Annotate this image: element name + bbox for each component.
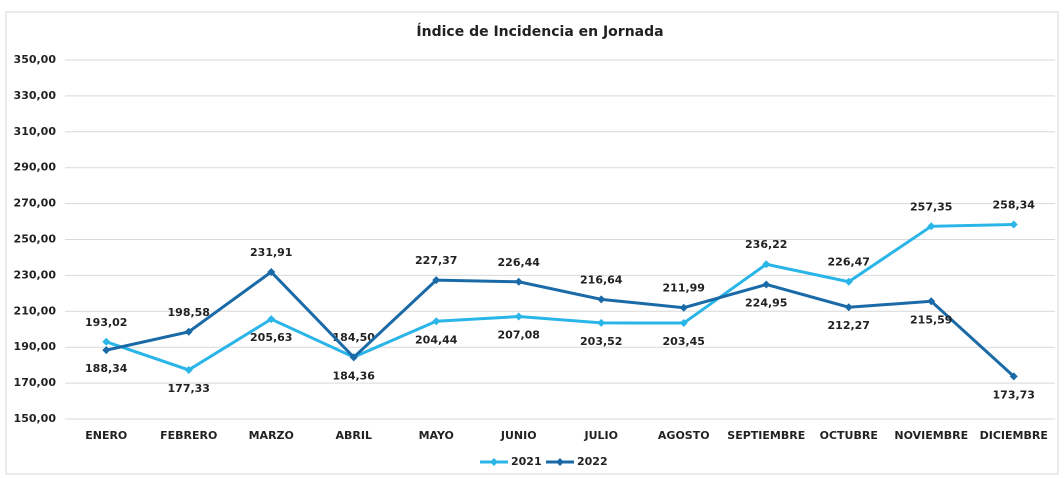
x-tick-label: NOVIEMBRE: [894, 429, 968, 442]
point: [514, 312, 523, 321]
data-label: 224,95: [745, 296, 787, 309]
point: [267, 315, 276, 324]
data-label: 188,34: [85, 362, 128, 375]
y-tick-label: 330,00: [14, 89, 57, 102]
x-tick-label: ABRIL: [336, 429, 372, 442]
data-label: 236,22: [745, 238, 787, 251]
point: [184, 327, 193, 336]
x-tick-label: FEBRERO: [160, 429, 217, 442]
point: [762, 260, 771, 269]
chart-frame: [5, 11, 1059, 475]
point: [1009, 372, 1018, 381]
data-label: 173,73: [993, 388, 1035, 401]
data-label: 193,02: [85, 316, 127, 329]
x-tick-label: MAYO: [419, 429, 454, 442]
y-tick-label: 190,00: [14, 340, 57, 353]
point: [102, 346, 111, 355]
series-line: [105, 269, 1015, 378]
data-label: 226,47: [828, 256, 870, 269]
x-tick-label: DICIEMBRE: [980, 429, 1048, 442]
point: [102, 337, 111, 346]
data-label: 216,64: [580, 273, 623, 286]
point: [927, 297, 936, 306]
y-tick-label: 170,00: [14, 376, 57, 389]
data-label: 177,33: [168, 382, 210, 395]
data-label: 258,34: [993, 199, 1036, 212]
chart-title: Índice de Incidencia en Jornada: [416, 23, 663, 40]
point: [679, 319, 688, 328]
point: [1009, 220, 1018, 229]
point: [267, 267, 276, 276]
x-tick-label: JUNIO: [500, 429, 537, 442]
data-label: 204,44: [415, 333, 458, 346]
data-label: 211,99: [663, 282, 705, 295]
point: [597, 318, 606, 327]
y-tick-label: 290,00: [14, 161, 57, 174]
x-tick-label: OCTUBRE: [820, 429, 878, 442]
data-label: 231,91: [250, 246, 292, 259]
data-label: 257,35: [910, 200, 952, 213]
x-tick-label: MARZO: [249, 429, 294, 442]
data-label: 184,50: [333, 331, 376, 344]
point: [762, 280, 771, 289]
data-label: 207,08: [498, 329, 540, 342]
point: [432, 276, 441, 285]
y-tick-label: 250,00: [14, 233, 57, 246]
data-label: 203,45: [663, 335, 705, 348]
data-label: 212,27: [828, 319, 870, 332]
y-tick-label: 210,00: [14, 304, 57, 317]
y-tick-label: 270,00: [14, 197, 57, 210]
point: [184, 365, 193, 374]
y-tick-label: 230,00: [14, 268, 57, 281]
data-label: 215,59: [910, 313, 952, 326]
legend-marker: [490, 458, 498, 466]
y-tick-label: 310,00: [14, 125, 57, 138]
series-line: [105, 223, 1014, 372]
legend-marker: [556, 458, 564, 466]
legend-label: 2022: [577, 455, 608, 468]
point: [844, 303, 853, 312]
point: [597, 295, 606, 304]
point: [349, 353, 358, 362]
data-label: 184,36: [333, 369, 376, 382]
x-tick-label: ENERO: [85, 429, 127, 442]
data-label: 198,58: [168, 306, 210, 319]
point: [927, 222, 936, 231]
point: [679, 303, 688, 312]
point: [432, 317, 441, 326]
x-tick-label: JULIO: [584, 429, 618, 442]
y-tick-label: 150,00: [14, 412, 57, 425]
data-label: 203,52: [580, 335, 622, 348]
x-tick-label: SEPTIEMBRE: [727, 429, 805, 442]
data-label: 226,44: [498, 256, 541, 269]
point: [844, 277, 853, 286]
legend-label: 2021: [511, 455, 542, 468]
point: [514, 277, 523, 286]
data-label: 227,37: [415, 254, 457, 267]
data-label: 205,63: [250, 331, 292, 344]
y-tick-label: 350,00: [14, 53, 57, 66]
x-tick-label: AGOSTO: [658, 429, 710, 442]
